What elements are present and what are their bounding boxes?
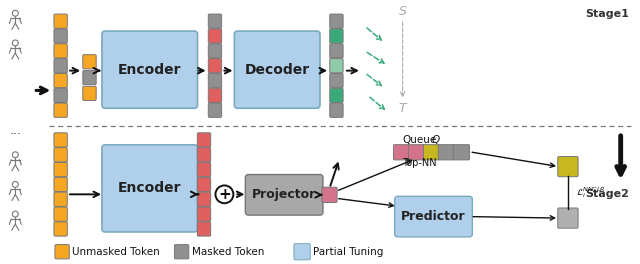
FancyBboxPatch shape xyxy=(54,192,67,206)
Text: Top-NN: Top-NN xyxy=(403,158,437,168)
FancyBboxPatch shape xyxy=(54,133,67,147)
Text: $\mathcal{L}_i^{NNCLR}$: $\mathcal{L}_i^{NNCLR}$ xyxy=(576,185,605,200)
FancyBboxPatch shape xyxy=(197,133,211,147)
Text: Queue: Queue xyxy=(403,135,436,145)
FancyBboxPatch shape xyxy=(102,31,198,108)
FancyBboxPatch shape xyxy=(197,148,211,162)
FancyBboxPatch shape xyxy=(558,157,578,177)
FancyBboxPatch shape xyxy=(558,208,578,228)
FancyBboxPatch shape xyxy=(83,86,96,101)
Circle shape xyxy=(216,185,234,203)
Text: T: T xyxy=(399,102,406,115)
FancyBboxPatch shape xyxy=(395,196,472,237)
FancyBboxPatch shape xyxy=(208,14,221,28)
Text: Projector: Projector xyxy=(252,188,316,201)
Text: Decoder: Decoder xyxy=(244,63,310,77)
FancyBboxPatch shape xyxy=(54,14,67,28)
FancyBboxPatch shape xyxy=(208,103,221,117)
FancyBboxPatch shape xyxy=(208,59,221,73)
FancyBboxPatch shape xyxy=(54,148,67,162)
FancyBboxPatch shape xyxy=(330,29,343,43)
FancyBboxPatch shape xyxy=(408,145,425,160)
Text: Predictor: Predictor xyxy=(401,210,466,223)
FancyBboxPatch shape xyxy=(175,245,189,259)
FancyBboxPatch shape xyxy=(330,59,343,73)
FancyBboxPatch shape xyxy=(394,145,410,160)
FancyBboxPatch shape xyxy=(294,244,310,260)
FancyBboxPatch shape xyxy=(197,192,211,206)
FancyBboxPatch shape xyxy=(102,145,198,232)
Text: Encoder: Encoder xyxy=(118,63,182,77)
Text: Masked Token: Masked Token xyxy=(191,247,264,257)
FancyBboxPatch shape xyxy=(197,162,211,177)
FancyBboxPatch shape xyxy=(54,177,67,192)
FancyBboxPatch shape xyxy=(54,103,67,117)
FancyBboxPatch shape xyxy=(245,175,323,215)
FancyBboxPatch shape xyxy=(54,88,67,102)
FancyBboxPatch shape xyxy=(234,31,320,108)
FancyBboxPatch shape xyxy=(54,207,67,221)
Text: $Q$: $Q$ xyxy=(431,133,440,147)
FancyBboxPatch shape xyxy=(330,14,343,28)
FancyBboxPatch shape xyxy=(208,73,221,88)
FancyBboxPatch shape xyxy=(208,44,221,58)
FancyBboxPatch shape xyxy=(54,162,67,177)
FancyBboxPatch shape xyxy=(330,88,343,102)
FancyBboxPatch shape xyxy=(208,29,221,43)
FancyBboxPatch shape xyxy=(55,245,69,259)
Text: Partial Tuning: Partial Tuning xyxy=(313,247,383,257)
FancyBboxPatch shape xyxy=(54,44,67,58)
FancyBboxPatch shape xyxy=(438,145,454,160)
FancyBboxPatch shape xyxy=(54,29,67,43)
Text: S: S xyxy=(399,5,406,18)
FancyBboxPatch shape xyxy=(54,73,67,88)
Text: +: + xyxy=(218,187,231,202)
FancyBboxPatch shape xyxy=(54,222,67,236)
FancyBboxPatch shape xyxy=(330,44,343,58)
FancyBboxPatch shape xyxy=(83,70,96,85)
FancyBboxPatch shape xyxy=(330,73,343,88)
Text: Stage2: Stage2 xyxy=(585,189,628,199)
FancyBboxPatch shape xyxy=(423,145,440,160)
FancyBboxPatch shape xyxy=(83,55,96,69)
Text: Encoder: Encoder xyxy=(118,181,182,195)
FancyBboxPatch shape xyxy=(197,177,211,192)
FancyBboxPatch shape xyxy=(453,145,470,160)
Text: ...: ... xyxy=(10,124,21,136)
FancyBboxPatch shape xyxy=(54,59,67,73)
FancyBboxPatch shape xyxy=(197,207,211,221)
FancyBboxPatch shape xyxy=(208,88,221,102)
FancyBboxPatch shape xyxy=(330,103,343,117)
Text: Stage1: Stage1 xyxy=(585,9,628,19)
Text: Unmasked Token: Unmasked Token xyxy=(72,247,160,257)
FancyBboxPatch shape xyxy=(197,222,211,236)
FancyBboxPatch shape xyxy=(322,187,337,202)
